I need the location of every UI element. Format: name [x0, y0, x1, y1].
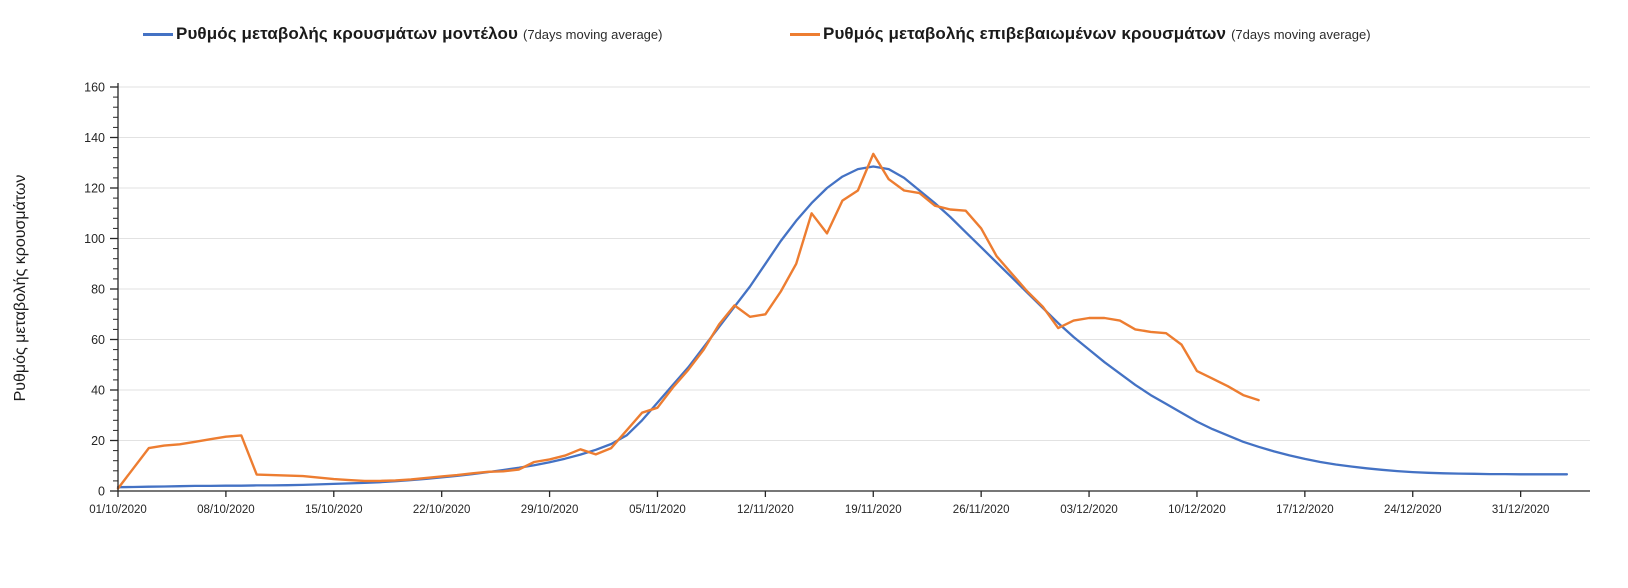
gridlines	[118, 86, 1590, 441]
series-line-confirmed	[116, 152, 1260, 490]
legend-note-model: (7days moving average)	[523, 26, 663, 42]
x-tick-label: 29/10/2020	[521, 504, 579, 516]
legend-note-confirmed: (7days moving average)	[1231, 26, 1371, 42]
legend-label-model: Ρυθμός μεταβολής κρουσμάτων μοντέλου	[176, 24, 518, 43]
x-tick-label: 01/10/2020	[89, 504, 147, 516]
x-tick-label: 15/10/2020	[305, 504, 363, 516]
y-tick-label: 80	[91, 283, 105, 297]
legend-item-model: Ρυθμός μεταβολής κρουσμάτων μοντέλου (7d…	[143, 24, 662, 44]
y-tick-label: 0	[98, 485, 105, 499]
series-line-model	[116, 165, 1569, 489]
legend-item-confirmed: Ρυθμός μεταβολής επιβεβαιωμένων κρουσμάτ…	[790, 24, 1371, 44]
y-tick-label: 140	[84, 131, 105, 145]
x-tick-label: 08/10/2020	[197, 504, 255, 516]
x-tick-label: 03/12/2020	[1060, 504, 1118, 516]
y-tick-label: 40	[91, 384, 105, 398]
x-tick-label: 05/11/2020	[629, 504, 686, 516]
legend-label-confirmed: Ρυθμός μεταβολής επιβεβαιωμένων κρουσμάτ…	[823, 24, 1227, 43]
y-tick-label: 60	[91, 333, 105, 347]
axes: 0 20 40 60 80 100 120 140 160 01/10/2020 08/10/202…	[84, 81, 1590, 516]
x-tick-label: 10/12/2020	[1168, 504, 1226, 516]
y-tick-label: 120	[84, 182, 105, 196]
series-lines	[116, 152, 1569, 490]
x-tick-label: 31/12/2020	[1492, 504, 1550, 516]
x-tick-label: 26/11/2020	[953, 504, 1010, 516]
x-tick-label: 17/12/2020	[1276, 504, 1334, 516]
y-tick-label: 20	[91, 434, 105, 448]
y-tick-label: 100	[84, 232, 105, 246]
y-tick-label: 160	[84, 81, 105, 95]
x-tick-label: 19/11/2020	[845, 504, 902, 516]
x-tick-label: 22/10/2020	[413, 504, 471, 516]
legend-line-icon-confirmed	[790, 32, 820, 36]
chart-legend: Ρυθμός μεταβολής κρουσμάτων μοντέλου (7d…	[0, 0, 1628, 60]
legend-line-icon-model	[143, 32, 173, 36]
x-tick-label: 24/12/2020	[1384, 504, 1442, 516]
x-tick-label: 12/11/2020	[737, 504, 794, 516]
